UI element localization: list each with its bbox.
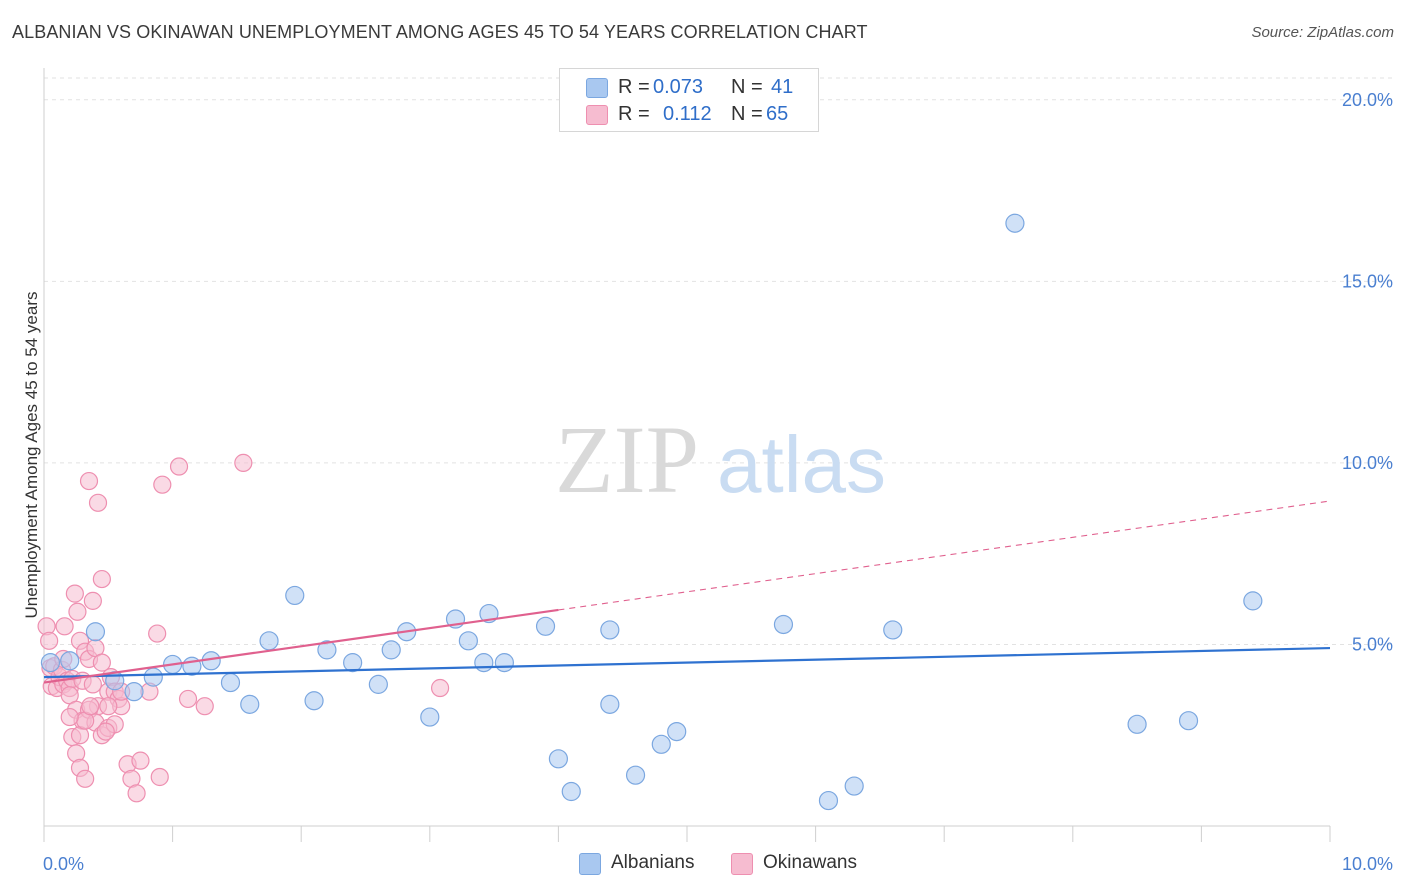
okinawan-points bbox=[37, 453, 450, 803]
legend-n-value: 41 bbox=[771, 76, 794, 98]
source-label: Source: ZipAtlas.com bbox=[1251, 24, 1394, 41]
albanian-point bbox=[600, 694, 620, 714]
albanian-point bbox=[240, 694, 260, 714]
albanian-point bbox=[1127, 714, 1147, 734]
albanian-point bbox=[124, 682, 144, 702]
okinawan-point bbox=[76, 769, 95, 788]
okinawan-point bbox=[83, 591, 102, 610]
albanian-point bbox=[535, 616, 556, 636]
albanian-swatch bbox=[586, 78, 608, 98]
okinawan-point bbox=[79, 471, 99, 491]
legend-n-value: 65 bbox=[766, 103, 789, 125]
okinawan-point bbox=[430, 678, 450, 698]
x-tick-label-min: 0.0% bbox=[43, 854, 84, 874]
okinawan-swatch bbox=[731, 853, 753, 875]
axes bbox=[43, 68, 1331, 842]
y-tick-label: 5.0% bbox=[1352, 634, 1393, 654]
legend-r-value: 0.112 bbox=[663, 103, 712, 125]
albanian-point bbox=[259, 631, 279, 651]
okinawan-point bbox=[92, 653, 111, 672]
albanian-point bbox=[651, 734, 671, 754]
legend-n-label: N = bbox=[731, 103, 763, 125]
trendlines bbox=[43, 500, 1331, 684]
albanian-point bbox=[818, 790, 839, 811]
albanian-point bbox=[368, 674, 388, 694]
okinawan-point bbox=[234, 453, 253, 472]
okinawan-point bbox=[60, 707, 79, 727]
okinawan-point bbox=[150, 767, 169, 787]
albanian-point bbox=[343, 653, 363, 673]
albanian-point bbox=[883, 620, 903, 640]
okinawan-point bbox=[68, 602, 87, 621]
albanian-point bbox=[304, 691, 324, 711]
albanian-swatch bbox=[579, 853, 601, 875]
legend-r-label: R = bbox=[618, 103, 650, 125]
okinawan-point bbox=[92, 569, 111, 589]
okinawan-point bbox=[178, 689, 198, 709]
watermark-atlas: atlas bbox=[717, 420, 886, 509]
albanian-point bbox=[1005, 213, 1025, 233]
albanian-point bbox=[1243, 591, 1263, 611]
gridlines bbox=[44, 77, 1393, 645]
okinawan-point bbox=[131, 751, 150, 770]
okinawan-point bbox=[148, 624, 167, 643]
albanian-point bbox=[1178, 711, 1199, 731]
legend: R = 0.073 N = 41 R = 0.112 N = 65 bbox=[559, 68, 819, 132]
albanian-point bbox=[458, 631, 478, 651]
okinawan-point bbox=[96, 722, 115, 741]
albanian-point bbox=[773, 614, 794, 635]
albanian-point bbox=[420, 707, 440, 727]
okinawan-point bbox=[195, 697, 214, 716]
okinawan-point bbox=[169, 457, 189, 476]
bottom-legend-label: Albanians bbox=[611, 852, 695, 873]
albanian-point bbox=[561, 781, 581, 802]
albanian-point bbox=[600, 620, 620, 640]
legend-r-label: R = bbox=[618, 76, 650, 98]
okinawan-trendline bbox=[43, 608, 559, 684]
albanian-point bbox=[844, 776, 864, 796]
albanian-point bbox=[625, 765, 646, 785]
legend-r-value: 0.073 bbox=[653, 76, 704, 98]
chart-title: ALBANIAN VS OKINAWAN UNEMPLOYMENT AMONG … bbox=[12, 22, 868, 42]
albanian-point bbox=[85, 622, 106, 642]
albanian-point bbox=[40, 653, 61, 673]
albanian-point bbox=[381, 640, 401, 660]
y-tick-label: 15.0% bbox=[1342, 271, 1393, 291]
y-tick-label: 10.0% bbox=[1342, 453, 1393, 473]
okinawan-point bbox=[127, 784, 146, 803]
okinawan-point bbox=[65, 584, 84, 603]
albanian-trendline bbox=[43, 646, 1331, 679]
okinawan-point bbox=[55, 617, 74, 636]
albanian-point bbox=[494, 653, 514, 673]
albanian-point bbox=[548, 749, 569, 769]
okinawan-point bbox=[88, 493, 108, 512]
y-tick-label: 20.0% bbox=[1342, 90, 1393, 110]
albanian-point bbox=[220, 672, 241, 693]
albanian-point bbox=[143, 667, 163, 687]
watermark-zip: ZIP bbox=[555, 406, 699, 513]
okinawan-trendline-extension bbox=[558, 500, 1331, 611]
albanian-point bbox=[60, 651, 80, 671]
y-axis-label: Unemployment Among Ages 45 to 54 years bbox=[22, 292, 41, 619]
okinawan-swatch bbox=[586, 105, 608, 125]
okinawan-point bbox=[40, 631, 59, 650]
albanian-point bbox=[667, 721, 687, 742]
okinawan-point bbox=[83, 675, 102, 694]
ticks: 5.0% 10.0% 15.0% 20.0% bbox=[1342, 90, 1393, 655]
okinawan-point bbox=[99, 697, 118, 716]
okinawan-point bbox=[81, 697, 100, 716]
bottom-legend-label: Okinawans bbox=[763, 852, 857, 873]
x-tick-label-max: 10.0% bbox=[1342, 854, 1393, 874]
albanian-point bbox=[474, 653, 494, 673]
albanian-point bbox=[285, 585, 305, 606]
albanian-point bbox=[317, 640, 337, 660]
okinawan-point bbox=[153, 475, 172, 494]
legend-n-label: N = bbox=[731, 76, 763, 98]
